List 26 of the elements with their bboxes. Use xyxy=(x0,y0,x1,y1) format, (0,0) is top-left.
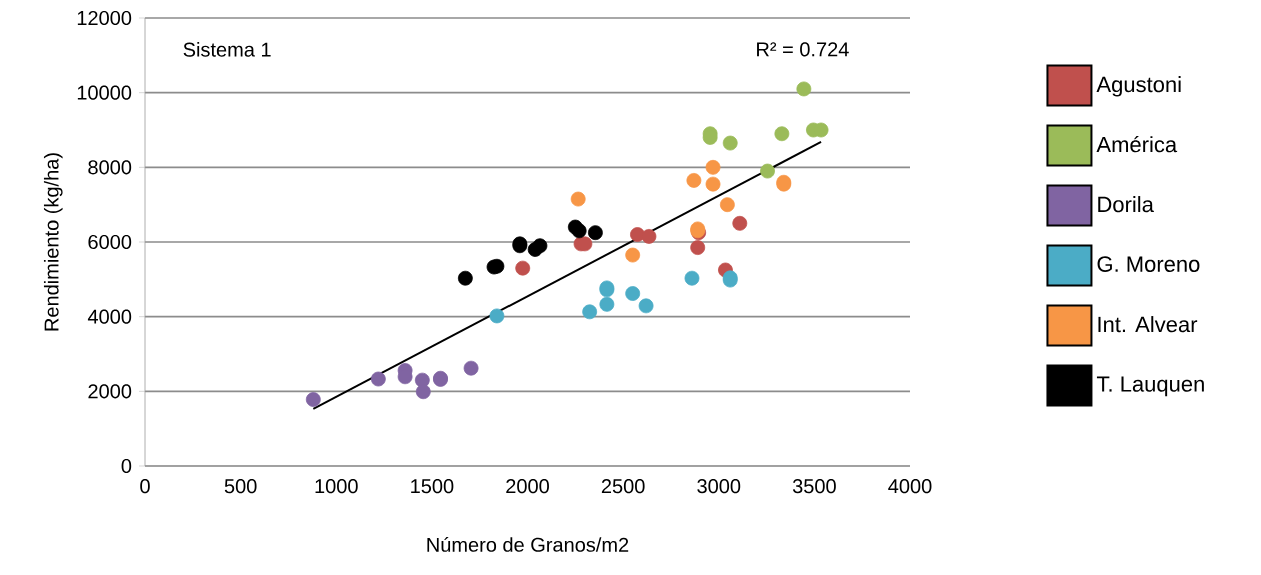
x-tick-label: 0 xyxy=(140,479,150,494)
annotation: R² = 0.724 xyxy=(757,42,849,57)
legend-label: Dorila xyxy=(1098,196,1154,213)
x-tick-label: 3500 xyxy=(792,479,836,494)
x-tick-label: 1500 xyxy=(411,479,454,494)
y-tick-label: 10000 xyxy=(77,85,132,100)
y-tick-label: 6000 xyxy=(88,234,132,250)
y-axis-title: Rendimiento (kg/ha) xyxy=(43,153,63,331)
y-tick-label: 12000 xyxy=(77,10,132,26)
legend-label: G. Moreno xyxy=(1097,256,1200,272)
x-tick-label: 2500 xyxy=(601,479,645,494)
y-tick-label: 8000 xyxy=(88,160,132,175)
y-tick-label: 0 xyxy=(121,458,132,474)
y-tick-label: 2000 xyxy=(88,384,132,399)
x-tick-label: 3000 xyxy=(697,479,741,494)
x-tick-label: 2000 xyxy=(506,479,549,494)
x-tick-label: 1000 xyxy=(315,479,358,494)
legend-label: Int. Alvear xyxy=(1098,316,1198,333)
x-axis-title: Número de Granos/m2 xyxy=(427,536,629,552)
x-tick-label: 500 xyxy=(224,479,257,494)
y-tick-label: 4000 xyxy=(87,309,132,324)
legend-label: T. Lauquen xyxy=(1096,376,1204,397)
annotation: Sistema 1 xyxy=(183,42,271,57)
legend-label: Agustoni xyxy=(1096,76,1181,97)
legend-label: América xyxy=(1096,135,1178,153)
x-tick-label: 4000 xyxy=(888,479,932,494)
